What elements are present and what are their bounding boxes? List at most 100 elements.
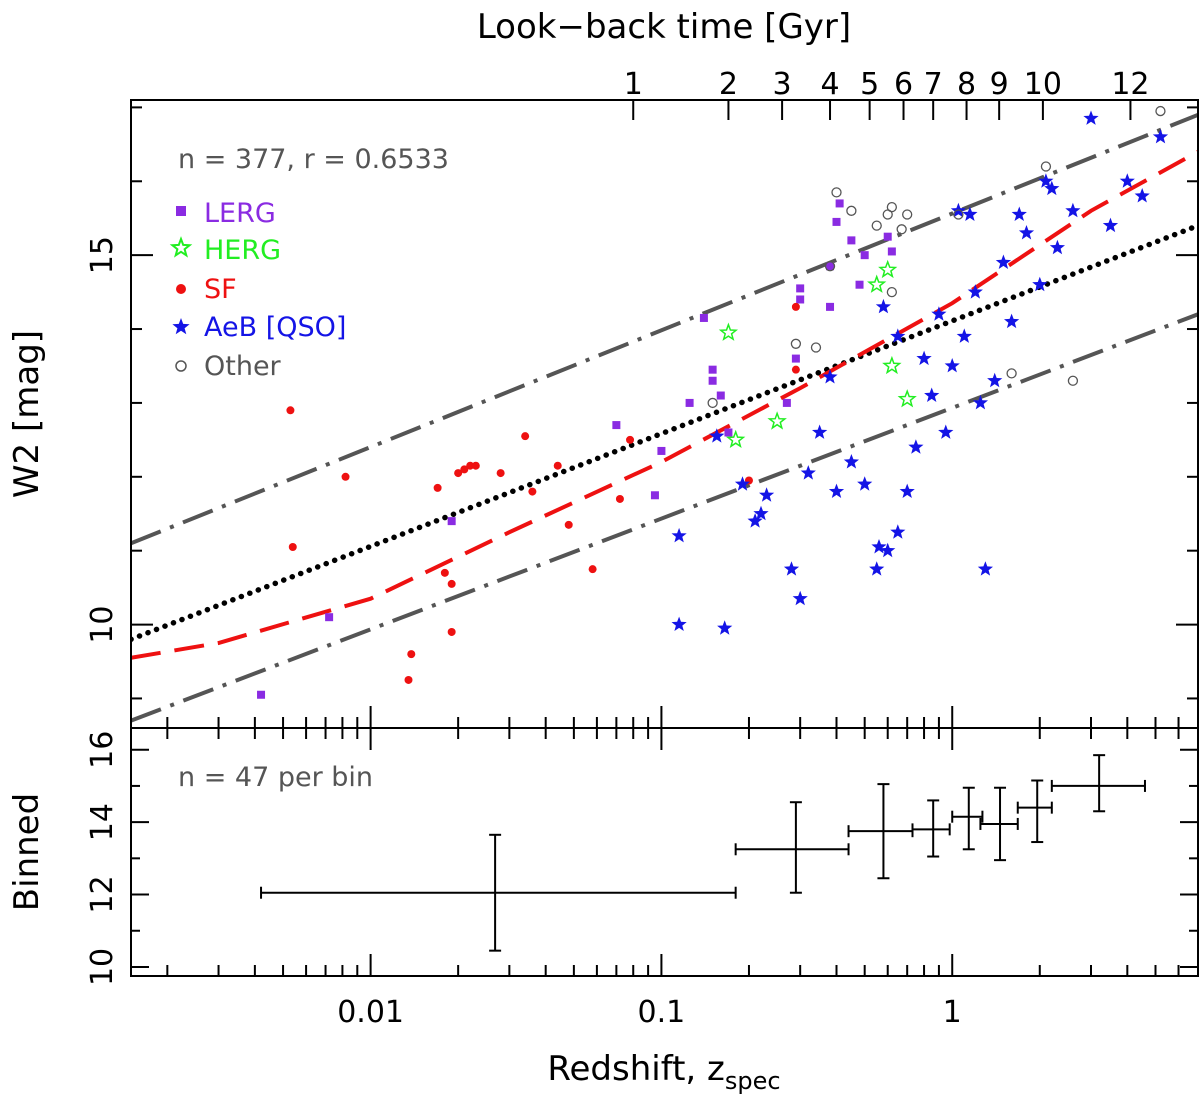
point-lerg [447, 517, 456, 526]
point-aeb-qso [938, 424, 954, 439]
top-tick-label: 12 [1111, 67, 1149, 102]
legend-label-aeb: AeB [QSO] [204, 312, 346, 343]
point-herg [897, 389, 917, 408]
binned-y-tick-label: 16 [85, 731, 120, 769]
legend-marker-sf [176, 284, 186, 294]
point-lerg [887, 247, 896, 256]
point-sf [466, 461, 475, 470]
point-other [902, 209, 913, 220]
point-lerg [708, 376, 717, 385]
top-tick-label: 3 [773, 67, 792, 102]
point-aeb-qso [880, 542, 896, 558]
point-other [846, 205, 857, 216]
top-tick-label: 10 [1024, 67, 1062, 102]
point-aeb-qso [671, 527, 687, 543]
point-aeb-qso [916, 350, 932, 366]
point-lerg [724, 428, 733, 437]
point-aeb-qso [759, 487, 775, 502]
main-annotation: n = 377, r = 0.6533 [178, 144, 449, 175]
binned-annotation: n = 47 per bin [178, 762, 373, 793]
top-tick-label: 7 [924, 67, 943, 102]
point-sf [407, 650, 416, 659]
point-aeb-qso [783, 561, 800, 576]
point-lerg [832, 217, 841, 226]
point-lerg [796, 295, 805, 304]
point-aeb-qso [956, 328, 972, 343]
point-aeb-qso [671, 616, 687, 631]
point-sf [615, 494, 624, 503]
point-aeb-qso [1134, 188, 1150, 203]
point-lerg [847, 236, 856, 245]
point-other [1155, 105, 1166, 117]
point-aeb-qso [1152, 128, 1169, 144]
binned-panel-frame [130, 727, 1199, 977]
point-sf [564, 520, 573, 529]
point-aeb-qso [1004, 313, 1020, 329]
point-aeb-qso [875, 298, 891, 314]
top-tick-label: 4 [820, 67, 839, 102]
point-lerg [650, 491, 659, 500]
top-tick-label: 1 [624, 67, 643, 102]
fit-line-upper-envelope [131, 112, 1198, 546]
point-aeb-qso [812, 424, 828, 439]
x-tick-label: 1 [943, 995, 962, 1030]
y-tick-label: 15 [85, 236, 120, 274]
point-lerg [826, 262, 835, 271]
point-lerg [612, 421, 621, 430]
point-sf [288, 542, 297, 551]
point-aeb-qso [747, 513, 763, 528]
point-aeb-qso [1032, 276, 1048, 292]
binned-y-tick-label: 10 [85, 948, 120, 986]
point-sf [588, 565, 597, 574]
point-other [953, 209, 964, 220]
top-tick-label: 2 [719, 67, 738, 102]
fit-line-dashed-fit [131, 149, 1198, 660]
point-lerg [826, 302, 835, 311]
point-other [707, 397, 718, 409]
point-aeb-qso [1038, 173, 1054, 188]
point-lerg [883, 232, 892, 241]
point-lerg [791, 354, 800, 363]
top-tick-label: 9 [990, 67, 1009, 102]
point-lerg [685, 398, 694, 407]
top-tick-label: 5 [860, 67, 879, 102]
point-herg [882, 355, 902, 375]
point-aeb-qso [987, 372, 1003, 388]
point-aeb-qso [967, 284, 983, 299]
point-sf [471, 461, 480, 470]
point-sf [447, 579, 456, 588]
point-lerg [855, 280, 864, 289]
point-lerg [860, 251, 869, 260]
point-aeb-qso [709, 428, 725, 443]
fit-line-dotted-fit [131, 222, 1198, 643]
point-lerg [708, 365, 717, 374]
point-other [790, 338, 802, 349]
point-herg [878, 259, 898, 279]
x-axis-label: Redshift, zspec [547, 1049, 780, 1095]
point-aeb-qso [890, 524, 906, 539]
point-lerg [835, 199, 844, 208]
legend-label-sf: SF [204, 274, 237, 305]
x-axis-label-sub: spec [725, 1067, 781, 1095]
point-aeb-qso [944, 358, 960, 373]
point-aeb-qso [899, 483, 915, 498]
point-sf [341, 472, 350, 481]
point-sf [447, 627, 456, 636]
point-aeb-qso [995, 254, 1012, 269]
x-tick-label: 0.01 [337, 995, 404, 1030]
top-axis-label: Look−back time [Gyr] [477, 7, 851, 47]
legend-marker-aeb [172, 318, 190, 335]
point-lerg [699, 313, 708, 322]
point-sf [626, 435, 635, 444]
point-other [886, 286, 898, 298]
legend-label-herg: HERG [204, 235, 281, 266]
point-aeb-qso [890, 328, 906, 343]
point-aeb-qso [753, 505, 769, 521]
point-aeb-qso [734, 476, 751, 491]
point-herg [718, 322, 739, 341]
top-tick-label: 6 [894, 67, 913, 102]
point-sf [404, 675, 413, 684]
point-aeb-qso [1065, 202, 1081, 218]
legend-label-other: Other [204, 351, 282, 382]
point-other [1040, 161, 1052, 172]
